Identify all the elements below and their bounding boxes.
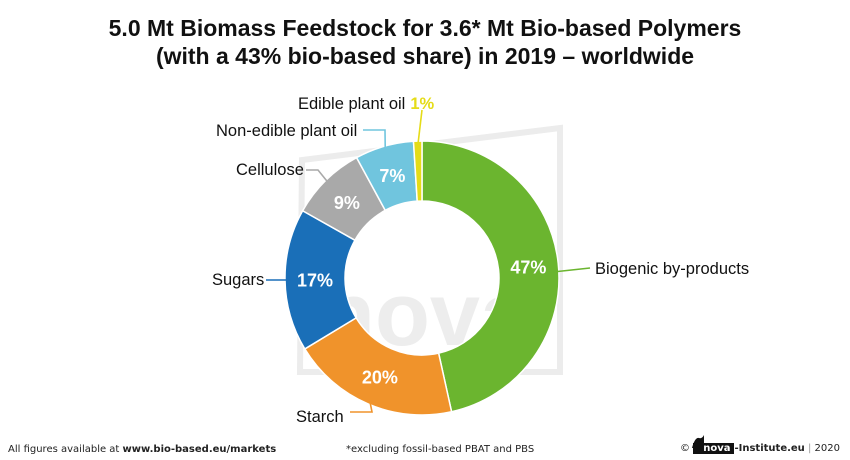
- pct-label-starch: 20%: [362, 367, 398, 387]
- legend-label-cellulose: Cellulose: [236, 161, 304, 179]
- pct-label-cellulose: 9%: [334, 193, 360, 213]
- footer-year: 2020: [814, 443, 840, 454]
- donut-chart: nova 47% Biogenic by-products20%Starch17%…: [212, 95, 749, 426]
- pct-label-non-edible-plant-oil: 7%: [379, 166, 405, 186]
- legend-label-sugars: Sugars: [212, 271, 264, 289]
- slice-edible-plant-oil: [412, 140, 423, 202]
- leader-starch: [350, 400, 373, 413]
- footer-source: All figures available at www.bio-based.e…: [8, 444, 276, 455]
- legend-label-starch: Starch: [296, 408, 344, 426]
- legend-label-non-edible-plant-oil: Non-edible plant oil: [216, 122, 357, 140]
- footer-separator: |: [807, 443, 812, 454]
- footer-source-prefix: All figures available at: [8, 444, 123, 455]
- nova-wave-icon: [692, 435, 705, 448]
- title-line-2: (with a 43% bio-based share) in 2019 – w…: [155, 43, 695, 69]
- leader-biogenic-by-products: [552, 267, 591, 273]
- leader-non-edible-plant-oil: [363, 129, 387, 151]
- leader-edible-plant-oil: [417, 109, 423, 146]
- copyright-symbol: ©: [680, 443, 691, 454]
- footer-link[interactable]: www.bio-based.eu/markets: [122, 444, 277, 455]
- footer-note: *excluding fossil-based PBAT and PBS: [346, 444, 535, 455]
- title-line-1: 5.0 Mt Biomass Feedstock for 3.6* Mt Bio…: [108, 15, 742, 41]
- pct-label-sugars: 17%: [297, 271, 333, 291]
- legend-label-edible-plant-oil: Edible plant oil 1%: [298, 95, 435, 113]
- nova-logo-text: nova: [703, 443, 731, 454]
- brand-suffix: -Institute.eu: [734, 443, 805, 454]
- slice-biogenic-by-products: [421, 140, 560, 413]
- leader-cellulose: [306, 169, 330, 184]
- nova-logo: nova: [692, 435, 735, 454]
- pct-label-biogenic-by-products: 47%: [510, 257, 546, 277]
- chart-title: 5.0 Mt Biomass Feedstock for 3.6* Mt Bio…: [0, 14, 850, 70]
- pct-label-edible-plant-oil: 1%: [410, 95, 434, 113]
- legend-label-biogenic-by-products: Biogenic by-products: [595, 260, 749, 278]
- footer-credit: © nova -Institute.eu | 2020: [680, 435, 840, 454]
